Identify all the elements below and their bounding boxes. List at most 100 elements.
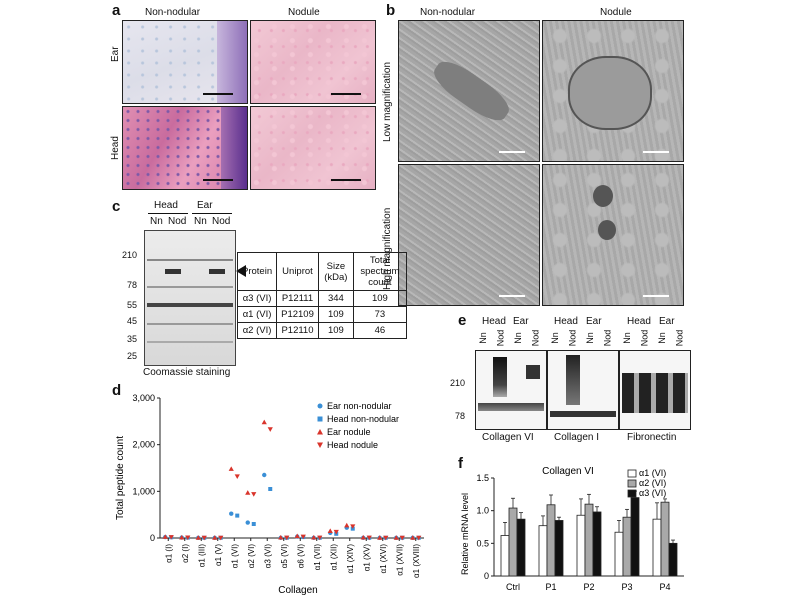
chart-d-point	[218, 535, 224, 541]
chart-d-point	[179, 534, 185, 540]
chart-d-point	[300, 534, 306, 540]
chart-d-point	[317, 535, 323, 541]
chart-d-y-tick-label: 0	[150, 533, 155, 543]
gel-group-line	[148, 213, 188, 214]
table-cell: 73	[352, 306, 407, 323]
chart-d-point	[195, 535, 201, 540]
chart-f-x-tick-label: Ctrl	[506, 582, 520, 592]
chart-d-point	[234, 474, 240, 479]
chart-f-bar	[516, 518, 526, 577]
panel-e-label: e	[458, 312, 467, 329]
blot-lane-label: Nn	[549, 332, 560, 344]
blot-lane-label: Nn	[656, 332, 667, 344]
blot-group-ear: Ear	[586, 316, 602, 327]
blot-lane-label: Nod	[529, 329, 540, 347]
chart-d-point	[284, 535, 290, 541]
panel-a-col-header-2: Nodule	[288, 7, 320, 18]
blot-caption: Fibronectin	[627, 432, 677, 443]
blot-lane-label: Nod	[673, 329, 684, 347]
chart-d-point	[360, 534, 366, 540]
panel-c-label: c	[112, 198, 121, 215]
chart-f-y-tick-label: 0.5	[476, 538, 489, 548]
blot-lane-label: Nod	[494, 329, 505, 347]
chart-f-legend-swatch	[627, 479, 637, 488]
blot-band	[550, 411, 616, 417]
chart-d-legend-label: Ear nodule	[327, 427, 371, 437]
panel-a-row-label-head: Head	[110, 136, 121, 160]
chart-d-point	[251, 522, 256, 526]
chart-f-bar	[614, 531, 624, 577]
table-header: Protein	[236, 252, 278, 291]
western-blot-fibronectin	[619, 350, 691, 430]
epidermis-layer	[217, 21, 247, 103]
histology-head-nodule	[250, 106, 376, 190]
chart-d-point	[410, 535, 416, 540]
table-cell: P12110	[276, 322, 319, 339]
chart-f-bar	[622, 516, 632, 577]
scale-bar	[643, 151, 669, 153]
ms-results-table: Protein Uniprot Size (kDa) Total spectru…	[236, 252, 407, 339]
chart-f-bar	[508, 507, 518, 577]
organelle	[598, 220, 616, 240]
em-high-non-nodular	[398, 164, 540, 306]
gel-band	[165, 269, 181, 274]
scale-bar	[499, 151, 525, 153]
table-cell: P12111	[276, 290, 319, 307]
chart-f-x-tick-label: P1	[545, 582, 556, 592]
gel-group-line	[192, 213, 232, 214]
chart-f-x-tick-label: P3	[621, 582, 632, 592]
em-low-nodule	[542, 20, 684, 162]
chart-f-bar	[660, 501, 670, 577]
blot-lane-labels: Nn Nod Nn Nod	[547, 330, 617, 347]
chart-d-x-tick-label: α1 (I)	[164, 544, 173, 563]
chart-d-point	[162, 534, 168, 539]
chart-f-y-tick-label: 1.5	[476, 473, 489, 483]
chart-d-legend-marker	[317, 416, 323, 422]
western-blot-collagen-i	[547, 350, 619, 430]
chart-d-x-tick-label: α1 (V)	[214, 544, 223, 566]
chart-d-point	[416, 535, 422, 541]
chart-d-point	[393, 535, 399, 540]
chart-d-legend-marker	[317, 442, 323, 448]
chart-d-point	[366, 535, 372, 541]
blot-caption: Collagen I	[554, 432, 600, 443]
chart-f-x-tick-label: P4	[659, 582, 670, 592]
mw-marker: 25	[127, 351, 138, 361]
chart-f-bar	[500, 535, 510, 577]
chart-d-point	[268, 487, 273, 491]
blot-mw-marker: 78	[455, 411, 466, 421]
chart-f-legend-label: α3 (VI)	[639, 488, 666, 498]
mw-marker: 78	[127, 280, 138, 290]
chart-d-point	[377, 535, 383, 540]
gel-lane-label: Nod	[168, 216, 187, 227]
chart-d-point	[267, 427, 273, 432]
blot-group-head: Head	[554, 316, 578, 327]
table-header: Uniprot	[276, 252, 319, 291]
gel-group-head: Head	[154, 200, 178, 211]
chart-d-legend-marker	[317, 403, 323, 409]
chart-f-title: Collagen VI	[542, 466, 594, 477]
table-cell: 109	[352, 290, 407, 307]
chart-d-point	[235, 513, 240, 518]
histology-ear-nodule	[250, 20, 376, 104]
chart-d-point	[399, 535, 405, 541]
blot-lane-label: Nn	[512, 332, 523, 344]
chart-f-y-tick-label: 1.0	[476, 506, 489, 516]
panel-b-row-label-low: Low magnification	[382, 61, 393, 142]
chart-d-point	[212, 535, 218, 540]
gel-band	[147, 303, 233, 307]
chart-f-y-tick-label: 0	[484, 571, 489, 581]
chart-d-point	[251, 492, 257, 497]
gel-band	[147, 323, 233, 325]
chart-d-x-tick-label: α1 (XVIII)	[412, 544, 421, 578]
chart-d-y-tick-label: 3,000	[132, 393, 155, 403]
chart-d-legend-label: Head non-nodular	[327, 414, 399, 424]
blot-lane-label: Nn	[621, 332, 632, 344]
chart-d-y-tick-label: 2,000	[132, 440, 155, 450]
chart-d-point	[262, 472, 267, 478]
gel-band	[147, 286, 233, 288]
chart-f-legend-label: α1 (VI)	[639, 468, 666, 478]
mw-marker: 210	[122, 250, 138, 260]
chart-d-x-tick-label: α2 (I)	[181, 544, 190, 563]
scale-bar	[331, 179, 361, 181]
